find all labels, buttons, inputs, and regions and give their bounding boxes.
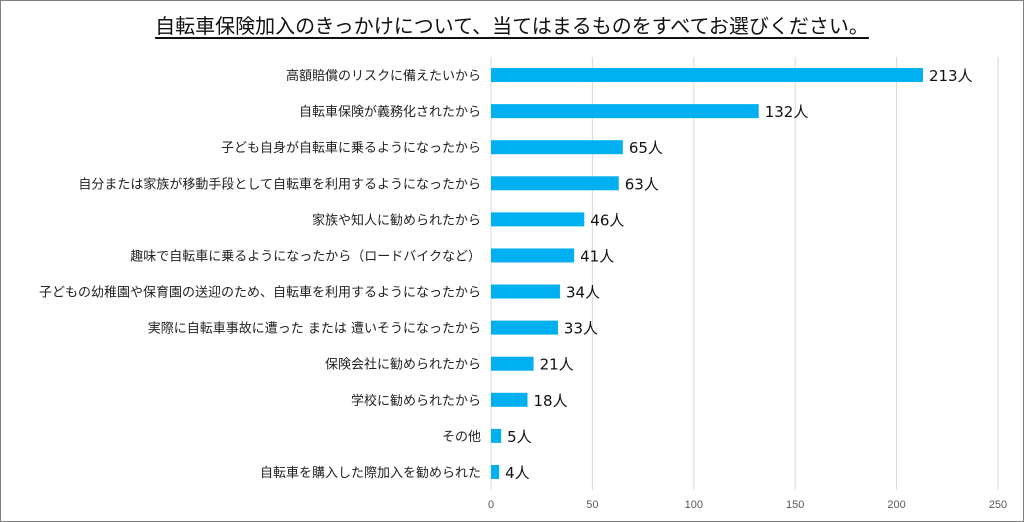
chart-title: 自転車保険加入のきっかけについて、当てはまるものをすべてお選びください。 <box>155 14 869 38</box>
bar <box>491 284 560 299</box>
bar <box>491 392 528 407</box>
bar <box>491 464 500 479</box>
data-label: 46人 <box>590 211 624 229</box>
bar <box>491 68 923 83</box>
category-label: 学校に勧められたから <box>351 393 481 409</box>
x-tick-label: 200 <box>887 499 905 511</box>
category-label: 子ども自身が自転車に乗るようになったから <box>221 140 481 156</box>
data-label: 41人 <box>580 247 614 265</box>
data-label: 33人 <box>564 320 598 338</box>
bar <box>491 176 619 191</box>
category-label: 家族や知人に勧められたから <box>312 212 481 228</box>
bar <box>491 212 585 227</box>
data-label: 132人 <box>765 103 809 121</box>
bar <box>491 248 575 263</box>
category-label: 自転車保険が義務化されたから <box>299 104 481 120</box>
data-label: 63人 <box>625 175 659 193</box>
x-tick-label: 150 <box>786 499 804 511</box>
category-label: 趣味で自転車に乗るようになったから（ロードバイクなど） <box>130 249 481 264</box>
data-label: 5人 <box>507 428 532 446</box>
data-label: 21人 <box>540 356 574 374</box>
x-tick-label: 50 <box>586 499 598 511</box>
bar <box>491 428 502 443</box>
bar <box>491 140 623 155</box>
category-label: その他 <box>442 430 481 445</box>
data-label: 213人 <box>929 67 973 85</box>
category-label: 自転車を購入した際加入を勧められた <box>260 465 481 481</box>
category-label: 自分または家族が移動手段として自転車を利用するようになったから <box>78 176 481 192</box>
category-label: 実際に自転車事故に遭った または 遭いそうになったから <box>148 321 481 337</box>
category-label: 子どもの幼稚園や保育園の送迎のため、自転車を利用するようになったから <box>39 285 481 301</box>
data-label: 65人 <box>629 139 663 157</box>
x-tick-label: 250 <box>989 499 1007 511</box>
data-label: 18人 <box>534 392 568 410</box>
bar <box>491 104 759 119</box>
data-label: 4人 <box>505 464 530 482</box>
x-tick-label: 0 <box>488 499 494 511</box>
x-tick-label: 100 <box>685 499 703 511</box>
data-label: 34人 <box>566 284 600 302</box>
category-label: 保険会社に勧められたから <box>325 357 481 373</box>
bar <box>491 320 558 335</box>
bar <box>491 356 534 371</box>
category-label: 高額賠償のリスクに備えたいから <box>286 68 481 84</box>
